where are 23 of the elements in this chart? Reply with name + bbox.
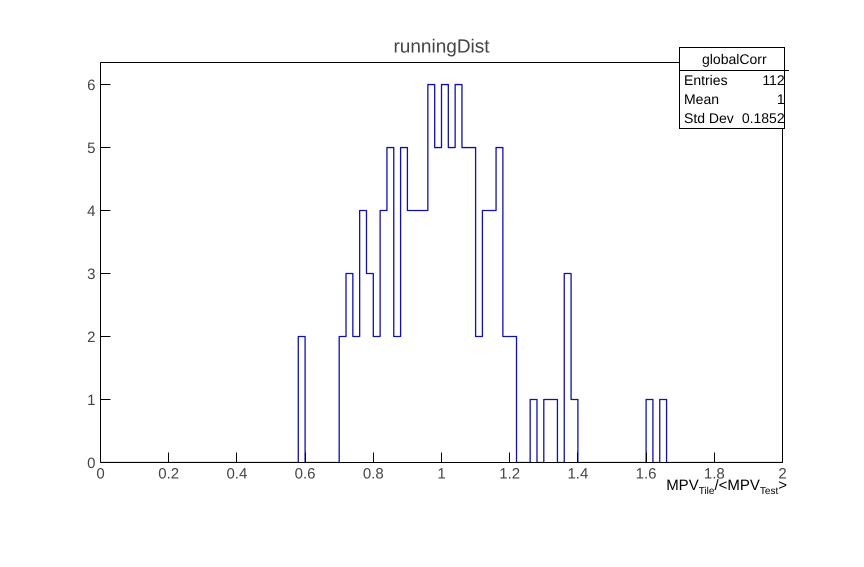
- annotation: Mean: [683, 90, 720, 109]
- y-tick-label: 1: [87, 392, 96, 410]
- chart-title: runningDist: [393, 36, 490, 58]
- x-tick-label: 0.8: [362, 466, 384, 482]
- y-tick-label: 2: [87, 329, 96, 346]
- y-tick-label: 5: [87, 140, 96, 158]
- annotation: globalCorr: [680, 48, 789, 71]
- annotation: 112: [761, 71, 786, 90]
- y-tick-label: 0: [87, 455, 96, 472]
- x-tick-label: 1.4: [567, 466, 588, 482]
- x-tick-label: 0.2: [158, 466, 180, 482]
- x-tick-label: 1.6: [636, 466, 657, 482]
- x-tick-label: 1.2: [499, 466, 520, 482]
- y-tick-label: 6: [87, 77, 96, 94]
- annotation: 1: [776, 90, 786, 109]
- x-tick-label: 1: [437, 466, 446, 482]
- annotation: Std Dev: [683, 109, 735, 128]
- y-tick-label: 3: [87, 266, 96, 284]
- x-tick-label: 0.6: [294, 466, 316, 482]
- y-tick-label: 4: [87, 203, 96, 220]
- annotation: 0.1852: [740, 109, 786, 128]
- x-tick-label: 0.4: [226, 466, 248, 482]
- annotation: Entries: [683, 71, 729, 90]
